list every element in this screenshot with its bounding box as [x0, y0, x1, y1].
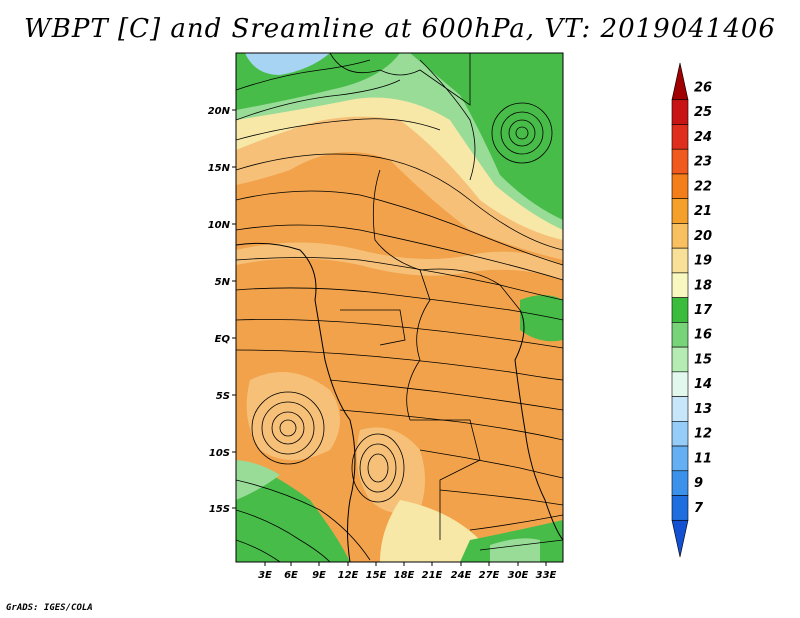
colorbar-segment [671, 297, 689, 323]
lon-label: 9E [312, 570, 326, 581]
lon-label: 21E [422, 570, 443, 581]
colorbar-label: 26 [694, 80, 712, 95]
lon-label: 3E [258, 570, 272, 581]
colorbar-label: 16 [694, 328, 712, 343]
lon-label: 27E [479, 570, 500, 581]
colorbar-label: 7 [694, 501, 704, 516]
lon-label: 24E [451, 570, 472, 581]
lat-label: 10N [208, 220, 231, 231]
colorbar-segment [671, 198, 689, 224]
colorbar-segment [671, 322, 689, 348]
field-nw-blue [245, 53, 330, 75]
lat-label: 15S [209, 504, 230, 515]
lon-label: 6E [284, 570, 298, 581]
colorbar-label: 25 [694, 105, 712, 120]
lat-axis [232, 109, 236, 509]
field-south-pale [380, 500, 480, 562]
field-ne-green [410, 53, 563, 220]
map-title: WBPT [C] and Sreamline at 600hPa, VT: 20… [24, 14, 776, 44]
colorbar-segment [671, 62, 689, 101]
lon-label: 15E [366, 570, 387, 581]
colorbar-label: 24 [694, 130, 712, 145]
colorbar-segment [671, 173, 689, 199]
lat-label: EQ [215, 334, 231, 345]
colorbar-segment [671, 371, 689, 397]
field-south-eddy [356, 427, 425, 514]
wbpt-field [236, 53, 563, 562]
colorbar-label: 12 [694, 427, 712, 442]
colorbar-label: 13 [694, 402, 712, 417]
colorbar-label: 15 [694, 352, 712, 367]
lon-label: 12E [338, 570, 359, 581]
colorbar-segment [671, 272, 689, 298]
border-interior-2 [419, 268, 521, 311]
coastline-east [514, 309, 563, 541]
colorbar-label: 23 [694, 155, 712, 170]
map-frame [235, 52, 564, 563]
field-sw-lightgreen [236, 460, 280, 500]
colorbar-label: 11 [694, 451, 712, 466]
colorbar-label: 9 [694, 476, 703, 491]
border-interior-3 [340, 309, 406, 346]
coastline-west [236, 242, 356, 562]
colorbar-segment [671, 421, 689, 447]
colorbar-label: 17 [694, 303, 713, 318]
colorbar-label: 19 [694, 254, 712, 269]
colorbar-segment [671, 445, 689, 472]
field-east-green [520, 295, 563, 342]
colorbar-segment [671, 519, 689, 558]
colorbar-segment [671, 148, 689, 175]
colorbar-segment [671, 223, 689, 249]
lat-label: 20N [208, 106, 231, 117]
colorbar [671, 62, 689, 558]
lon-axis [264, 562, 547, 566]
streamlines [236, 59, 563, 562]
colorbar-segment [671, 495, 689, 521]
colorbar-segment [671, 346, 689, 373]
colorbar-label: 18 [694, 278, 712, 293]
colorbar-segment [671, 124, 689, 150]
lat-label: 5N [215, 277, 231, 288]
lat-label: 15N [208, 163, 231, 174]
footer-credit: GrADS: IGES/COLA [6, 603, 93, 613]
colorbar-labels: 26 25 24 23 22 21 20 19 18 17 16 15 14 13 12 11 9 7 [694, 80, 713, 516]
lat-label: 10S [209, 448, 230, 459]
colorbar-segment [671, 396, 689, 422]
border-interior-1 [372, 169, 431, 421]
lat-label: 5S [216, 391, 230, 402]
colorbar-segment [671, 247, 689, 274]
field-sw-eddy [246, 372, 340, 460]
colorbar-label: 21 [694, 204, 712, 219]
colorbar-segment [671, 470, 689, 496]
colorbar-segment [671, 99, 689, 125]
colorbar-label: 14 [694, 377, 712, 392]
lon-label: 30E [508, 570, 529, 581]
lon-label: 18E [394, 570, 415, 581]
colorbar-label: 22 [694, 179, 712, 194]
lon-label: 33E [536, 570, 557, 581]
colorbar-label: 20 [694, 229, 712, 244]
